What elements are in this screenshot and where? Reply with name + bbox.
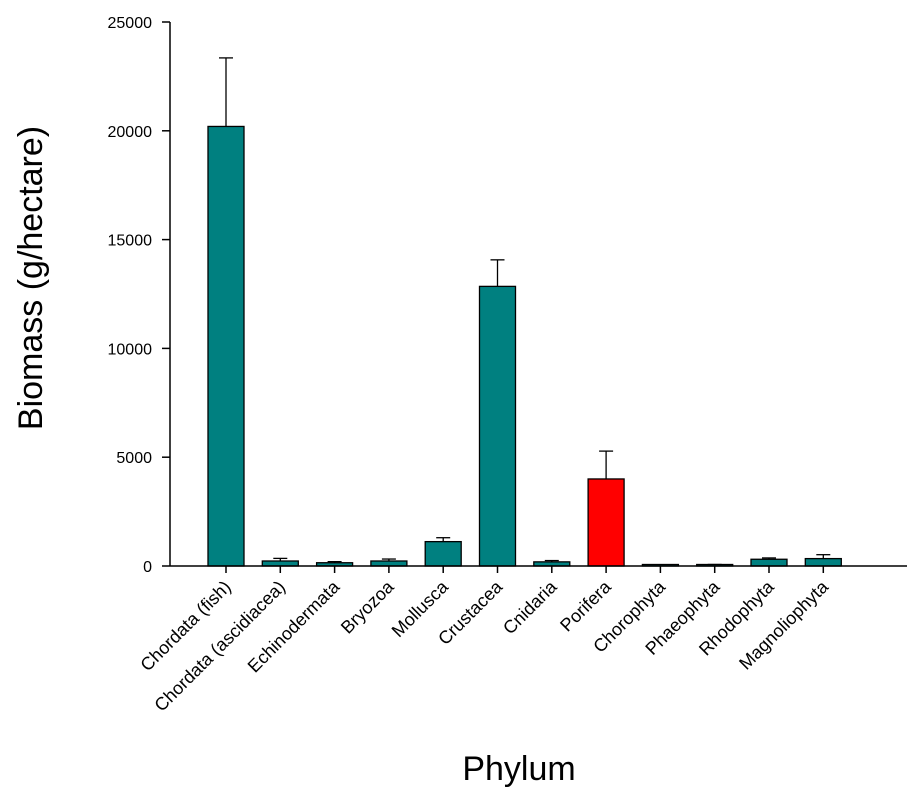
y-tick-label: 0 <box>143 559 152 576</box>
bar <box>804 557 842 567</box>
bar <box>261 560 299 567</box>
x-category-label: Echinodermata <box>244 576 344 676</box>
y-axis-title: Biomass (g/hectare) <box>12 126 50 430</box>
x-axis-categories: Chordata (fish)Chordata (ascidiacea)Echi… <box>136 566 833 715</box>
x-category-label: Cnidaria <box>499 576 561 638</box>
y-axis-ticks: 0 5000 10000 15000 20000 25000 <box>108 15 170 576</box>
y-tick-label: 5000 <box>116 450 152 467</box>
bar <box>370 560 408 567</box>
bar <box>587 478 625 567</box>
bar <box>478 285 517 567</box>
y-tick-label: 20000 <box>108 124 153 141</box>
bar <box>424 540 462 567</box>
x-axis-title: Phylum <box>462 750 575 788</box>
bar <box>207 125 245 567</box>
y-tick-label: 25000 <box>108 15 153 32</box>
y-tick-label: 15000 <box>108 233 153 250</box>
bar <box>750 558 788 567</box>
chart-marks <box>207 57 842 567</box>
x-category-label: Chordata (fish) <box>136 577 234 675</box>
y-tick-label: 10000 <box>108 341 153 358</box>
